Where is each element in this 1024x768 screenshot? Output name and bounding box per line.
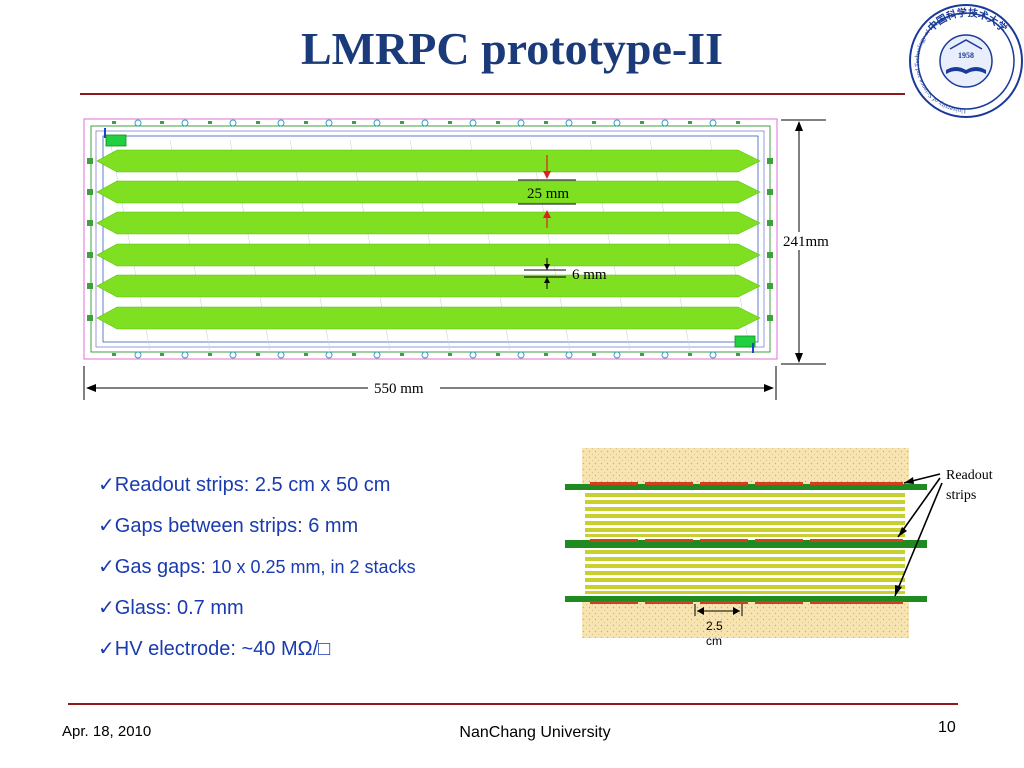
bullet-readout-strips: ✓Readout strips: 2.5 cm x 50 cm bbox=[98, 472, 538, 513]
readout-strip-6 bbox=[96, 306, 761, 330]
length-dimension-label: 550 mm bbox=[374, 381, 424, 397]
strip-width-label: 25 mm bbox=[527, 186, 569, 202]
check-icon: ✓ bbox=[98, 638, 115, 660]
logo-year: 1958 bbox=[958, 51, 974, 60]
pitch-label-line1: 2.5 bbox=[706, 619, 723, 633]
bullet-text: Glass: 0.7 mm bbox=[114, 597, 244, 619]
pcb-top bbox=[565, 484, 927, 490]
readout-label-line2: strips bbox=[946, 488, 976, 503]
footer-date: Apr. 18, 2010 bbox=[62, 723, 152, 740]
title-rule bbox=[80, 93, 905, 95]
bullet-hv-electrode: ✓HV electrode: ~40 MΩ/□ bbox=[98, 636, 538, 677]
readout-strip-5 bbox=[96, 274, 761, 298]
readout-label-line1: Readout bbox=[946, 468, 993, 483]
honeycomb-bottom bbox=[582, 602, 909, 638]
readout-strip-3 bbox=[96, 211, 761, 235]
footer-page-number: 10 bbox=[938, 719, 956, 736]
check-icon: ✓ bbox=[98, 515, 115, 537]
check-icon: ✓ bbox=[98, 597, 115, 619]
bullet-gas-gaps: ✓Gas gaps: 10 x 0.25 mm, in 2 stacks bbox=[98, 554, 538, 595]
bullet-text: Gaps between strips: 6 mm bbox=[114, 515, 359, 537]
footer-institution: NanChang University bbox=[459, 724, 611, 741]
readout-strip-4 bbox=[96, 243, 761, 267]
bullet-text-small: 10 x 0.25 mm, in 2 stacks bbox=[211, 557, 416, 577]
pitch-label-line2: cm bbox=[706, 634, 722, 648]
bullet-glass: ✓Glass: 0.7 mm bbox=[98, 595, 538, 636]
university-logo: 1958 University of Science and Technolog… bbox=[909, 4, 1023, 118]
footer-rule bbox=[68, 703, 958, 705]
readout-strip-1 bbox=[96, 149, 761, 173]
pcb-middle bbox=[565, 540, 927, 548]
pcb-bottom bbox=[565, 596, 927, 602]
honeycomb-top bbox=[582, 448, 909, 484]
check-icon: ✓ bbox=[98, 474, 115, 496]
bullet-text: HV electrode: ~40 MΩ/□ bbox=[114, 638, 331, 660]
bullet-text: Readout strips: 2.5 cm x 50 cm bbox=[114, 474, 391, 496]
bullet-text: Gas gaps: bbox=[114, 556, 212, 578]
spec-bullet-list: ✓Readout strips: 2.5 cm x 50 cm ✓Gaps be… bbox=[98, 472, 538, 677]
readout-strip-2 bbox=[96, 180, 761, 204]
gap-width-label: 6 mm bbox=[572, 267, 607, 283]
slide-title: LMRPC prototype-II bbox=[300, 23, 724, 74]
check-icon: ✓ bbox=[98, 556, 115, 578]
height-dimension-label: 241mm bbox=[783, 234, 829, 250]
bullet-strip-gaps: ✓Gaps between strips: 6 mm bbox=[98, 513, 538, 554]
